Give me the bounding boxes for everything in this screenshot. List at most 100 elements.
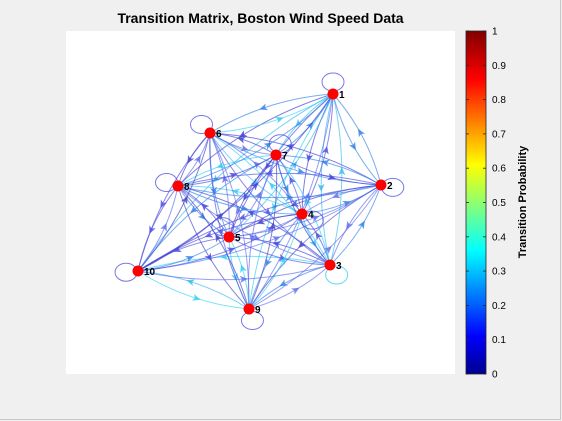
node-label-4: 4 xyxy=(308,210,314,221)
node-10 xyxy=(132,265,144,277)
edge-10-to-1 xyxy=(137,93,334,272)
arrowhead-2-to-3 xyxy=(346,220,354,230)
arrowhead-1-to-4 xyxy=(306,153,314,163)
arrowhead-10-to-9 xyxy=(191,293,201,301)
node-label-9: 9 xyxy=(255,305,261,316)
node-label-3: 3 xyxy=(336,261,342,272)
edge-3-to-6 xyxy=(209,132,331,266)
edge-8-to-3 xyxy=(177,185,331,266)
arrowhead-10-to-1 xyxy=(250,182,259,191)
edge-3-to-10 xyxy=(137,255,331,272)
arrowhead-4-to-10 xyxy=(204,230,214,238)
colorbar-tick-label-6: 0.6 xyxy=(492,164,506,175)
arrowhead-9-to-7 xyxy=(268,221,276,231)
edge-1-to-6 xyxy=(209,93,334,134)
edge-1-to-8 xyxy=(177,93,334,187)
edge-9-to-3 xyxy=(248,264,331,310)
edge-7-to-4 xyxy=(275,154,303,215)
edge-8-to-10 xyxy=(137,185,179,272)
node-7 xyxy=(270,149,282,161)
edge-5-to-7 xyxy=(228,154,277,238)
arrowhead-10-to-2 xyxy=(271,236,281,243)
arrowhead-5-to-6 xyxy=(222,174,229,184)
arrowhead-6-to-8 xyxy=(187,155,195,164)
edge-1-to-10 xyxy=(137,93,334,272)
edge-10-to-9 xyxy=(137,270,250,310)
edge-9-to-1 xyxy=(248,93,334,310)
edge-5-to-3 xyxy=(228,236,331,266)
arrowhead-3-to-8 xyxy=(247,210,257,218)
edge-8-to-2 xyxy=(177,184,382,199)
edge-6-to-1 xyxy=(209,93,334,134)
colorbar-tick-label-0: 0 xyxy=(492,370,498,381)
edge-9-to-10 xyxy=(137,270,250,310)
plot-axes-area xyxy=(66,31,455,374)
edge-8-to-5 xyxy=(177,185,230,238)
colorbar-tick-label-9: 0.9 xyxy=(492,61,506,72)
node-label-5: 5 xyxy=(235,233,241,244)
edge-8-to-4 xyxy=(177,185,303,215)
edge-2-to-6 xyxy=(209,132,382,186)
edge-7-to-8 xyxy=(177,154,277,187)
edge-1-to-7 xyxy=(275,93,334,156)
edge-3-to-2 xyxy=(329,184,382,266)
arrowhead-8-to-1 xyxy=(263,142,273,150)
node-8 xyxy=(172,180,184,192)
edge-3-to-8 xyxy=(177,185,331,266)
edge-2-to-1 xyxy=(332,93,382,186)
node-label-6: 6 xyxy=(216,129,222,140)
arrowhead-9-to-10 xyxy=(186,279,196,287)
edge-2-to-8 xyxy=(177,172,382,187)
arrowhead-6-to-3 xyxy=(262,207,271,216)
node-label-2: 2 xyxy=(387,181,393,192)
arrowhead-10-to-6 xyxy=(180,195,188,205)
arrowhead-4-to-5 xyxy=(256,217,266,225)
edge-5-to-1 xyxy=(228,93,334,238)
edge-6-to-9 xyxy=(209,132,250,310)
node-label-10: 10 xyxy=(144,267,156,278)
arrowhead-5-to-2 xyxy=(310,215,320,223)
edge-2-to-3 xyxy=(329,184,382,266)
edge-9-to-2 xyxy=(248,184,382,310)
arrowhead-8-to-7 xyxy=(228,172,238,180)
colorbar-label: Transition Probability xyxy=(517,145,529,258)
arrowhead-6-to-7 xyxy=(240,144,249,152)
arrowhead-10-to-3 xyxy=(239,275,248,283)
arrowhead-6-to-2 xyxy=(296,167,305,175)
arrowhead-10-to-4 xyxy=(226,247,236,255)
edge-10-to-3 xyxy=(137,264,331,281)
edge-1-to-2 xyxy=(332,93,382,186)
arrowhead-7-to-8 xyxy=(216,161,226,169)
node-1 xyxy=(327,88,339,100)
arrowhead-3-to-2 xyxy=(357,220,365,230)
nodes-layer: 1 2 3 4 5 6 7 8 9 10 xyxy=(132,88,393,316)
node-4 xyxy=(296,208,308,220)
plot-title: Transition Matrix, Boston Wind Speed Dat… xyxy=(117,10,404,26)
colorbar-tick-label-7: 0.7 xyxy=(492,129,506,140)
arrowhead-9-to-8 xyxy=(215,233,223,243)
arrowhead-1-to-3 xyxy=(317,183,325,192)
edge-6-to-3 xyxy=(209,132,331,266)
arrowhead-10-to-5 xyxy=(185,255,194,263)
arrowhead-9-to-3 xyxy=(290,287,300,295)
edge-6-to-4 xyxy=(209,132,303,215)
node-label-8: 8 xyxy=(184,182,190,193)
arrowhead-8-to-2 xyxy=(285,194,294,202)
node-3 xyxy=(324,259,336,271)
node-9 xyxy=(243,303,255,315)
edge-8-to-1 xyxy=(177,93,334,187)
node-2 xyxy=(375,179,387,191)
edge-8-to-9 xyxy=(177,185,250,310)
arrowhead-8-to-4 xyxy=(239,204,249,212)
self-loop-5 xyxy=(211,217,235,237)
arrowhead-9-to-4 xyxy=(278,256,286,266)
edge-5-to-6 xyxy=(209,132,230,238)
edge-4-to-9 xyxy=(248,213,303,310)
arrowhead-1-to-2 xyxy=(348,141,356,151)
edge-3-to-5 xyxy=(228,236,331,266)
arrowhead-7-to-2 xyxy=(327,173,336,181)
node-label-7: 7 xyxy=(282,151,288,162)
arrowhead-6-to-10 xyxy=(160,199,168,209)
arrowhead-4-to-9 xyxy=(265,257,273,267)
